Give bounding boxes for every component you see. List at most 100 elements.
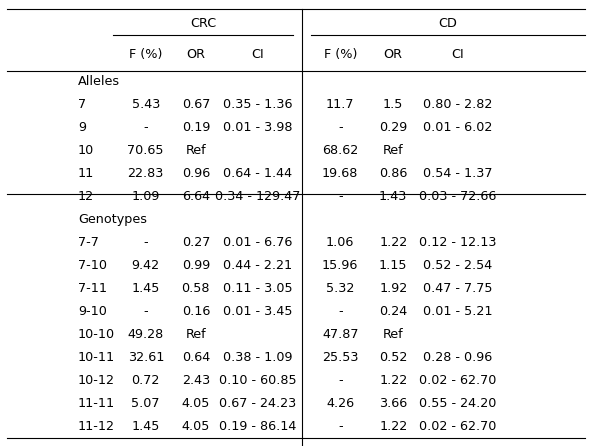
Text: 2.43: 2.43 bbox=[182, 374, 210, 387]
Text: 0.55 - 24.20: 0.55 - 24.20 bbox=[419, 397, 497, 410]
Text: 0.58: 0.58 bbox=[182, 282, 210, 295]
Text: 0.02 - 62.70: 0.02 - 62.70 bbox=[419, 374, 497, 387]
Text: 47.87: 47.87 bbox=[322, 328, 358, 341]
Text: 6.64: 6.64 bbox=[182, 190, 210, 203]
Text: 49.28: 49.28 bbox=[128, 328, 164, 341]
Text: 0.38 - 1.09: 0.38 - 1.09 bbox=[223, 351, 292, 364]
Text: 0.86: 0.86 bbox=[379, 167, 407, 180]
Text: 11.7: 11.7 bbox=[326, 98, 355, 111]
Text: 11-11: 11-11 bbox=[78, 397, 115, 410]
Text: 15.96: 15.96 bbox=[322, 259, 358, 272]
Text: 0.52 - 2.54: 0.52 - 2.54 bbox=[423, 259, 493, 272]
Text: Ref: Ref bbox=[383, 144, 404, 157]
Text: 0.19 - 86.14: 0.19 - 86.14 bbox=[219, 420, 297, 433]
Text: 19.68: 19.68 bbox=[322, 167, 358, 180]
Text: Alleles: Alleles bbox=[78, 74, 120, 87]
Text: CRC: CRC bbox=[190, 17, 216, 30]
Text: 4.05: 4.05 bbox=[182, 420, 210, 433]
Text: 1.09: 1.09 bbox=[131, 190, 160, 203]
Text: 5.32: 5.32 bbox=[326, 282, 355, 295]
Text: OR: OR bbox=[186, 48, 205, 61]
Text: 7: 7 bbox=[78, 98, 86, 111]
Text: 0.52: 0.52 bbox=[379, 351, 407, 364]
Text: 70.65: 70.65 bbox=[127, 144, 164, 157]
Text: -: - bbox=[338, 305, 343, 318]
Text: 0.16: 0.16 bbox=[182, 305, 210, 318]
Text: 0.99: 0.99 bbox=[182, 259, 210, 272]
Text: 0.11 - 3.05: 0.11 - 3.05 bbox=[223, 282, 292, 295]
Text: 0.35 - 1.36: 0.35 - 1.36 bbox=[223, 98, 292, 111]
Text: 10-10: 10-10 bbox=[78, 328, 115, 341]
Text: CD: CD bbox=[438, 17, 457, 30]
Text: Genotypes: Genotypes bbox=[78, 213, 147, 226]
Text: 3.66: 3.66 bbox=[379, 397, 407, 410]
Text: 5.07: 5.07 bbox=[131, 397, 160, 410]
Text: 1.15: 1.15 bbox=[379, 259, 407, 272]
Text: 7-10: 7-10 bbox=[78, 259, 107, 272]
Text: F (%): F (%) bbox=[323, 48, 357, 61]
Text: 9.42: 9.42 bbox=[131, 259, 160, 272]
Text: 0.01 - 5.21: 0.01 - 5.21 bbox=[423, 305, 493, 318]
Text: 5.43: 5.43 bbox=[131, 98, 160, 111]
Text: Ref: Ref bbox=[383, 328, 404, 341]
Text: 4.05: 4.05 bbox=[182, 397, 210, 410]
Text: 0.47 - 7.75: 0.47 - 7.75 bbox=[423, 282, 493, 295]
Text: 0.19: 0.19 bbox=[182, 120, 210, 134]
Text: 0.01 - 3.45: 0.01 - 3.45 bbox=[223, 305, 292, 318]
Text: -: - bbox=[338, 190, 343, 203]
Text: 32.61: 32.61 bbox=[127, 351, 164, 364]
Text: 0.64 - 1.44: 0.64 - 1.44 bbox=[223, 167, 292, 180]
Text: -: - bbox=[143, 305, 148, 318]
Text: 0.72: 0.72 bbox=[131, 374, 160, 387]
Text: F (%): F (%) bbox=[129, 48, 162, 61]
Text: 22.83: 22.83 bbox=[127, 167, 164, 180]
Text: 68.62: 68.62 bbox=[322, 144, 358, 157]
Text: 1.22: 1.22 bbox=[379, 236, 407, 249]
Text: 0.44 - 2.21: 0.44 - 2.21 bbox=[223, 259, 292, 272]
Text: 10-11: 10-11 bbox=[78, 351, 115, 364]
Text: 0.12 - 12.13: 0.12 - 12.13 bbox=[419, 236, 497, 249]
Text: 0.64: 0.64 bbox=[182, 351, 210, 364]
Text: 0.67 - 24.23: 0.67 - 24.23 bbox=[219, 397, 297, 410]
Text: -: - bbox=[338, 420, 343, 433]
Text: -: - bbox=[143, 236, 148, 249]
Text: 1.45: 1.45 bbox=[131, 420, 160, 433]
Text: -: - bbox=[338, 374, 343, 387]
Text: 0.29: 0.29 bbox=[379, 120, 407, 134]
Text: 11-12: 11-12 bbox=[78, 420, 115, 433]
Text: -: - bbox=[338, 120, 343, 134]
Text: 9: 9 bbox=[78, 120, 86, 134]
Text: 4.26: 4.26 bbox=[326, 397, 354, 410]
Text: 1.45: 1.45 bbox=[131, 282, 160, 295]
Text: 0.96: 0.96 bbox=[182, 167, 210, 180]
Text: 0.34 - 129.47: 0.34 - 129.47 bbox=[215, 190, 300, 203]
Text: -: - bbox=[143, 120, 148, 134]
Text: 10-12: 10-12 bbox=[78, 374, 115, 387]
Text: 0.27: 0.27 bbox=[182, 236, 210, 249]
Text: Ref: Ref bbox=[185, 144, 206, 157]
Text: 0.01 - 6.76: 0.01 - 6.76 bbox=[223, 236, 292, 249]
Text: 0.10 - 60.85: 0.10 - 60.85 bbox=[219, 374, 297, 387]
Text: 0.03 - 72.66: 0.03 - 72.66 bbox=[419, 190, 497, 203]
Text: 1.5: 1.5 bbox=[383, 98, 403, 111]
Text: CI: CI bbox=[252, 48, 264, 61]
Text: 1.06: 1.06 bbox=[326, 236, 355, 249]
Text: 7-11: 7-11 bbox=[78, 282, 107, 295]
Text: 0.24: 0.24 bbox=[379, 305, 407, 318]
Text: Ref: Ref bbox=[185, 328, 206, 341]
Text: 0.02 - 62.70: 0.02 - 62.70 bbox=[419, 420, 497, 433]
Text: 7-7: 7-7 bbox=[78, 236, 99, 249]
Text: 1.22: 1.22 bbox=[379, 374, 407, 387]
Text: 0.67: 0.67 bbox=[182, 98, 210, 111]
Text: 9-10: 9-10 bbox=[78, 305, 107, 318]
Text: 1.22: 1.22 bbox=[379, 420, 407, 433]
Text: 1.43: 1.43 bbox=[379, 190, 407, 203]
Text: 0.01 - 3.98: 0.01 - 3.98 bbox=[223, 120, 292, 134]
Text: 0.01 - 6.02: 0.01 - 6.02 bbox=[423, 120, 493, 134]
Text: OR: OR bbox=[384, 48, 403, 61]
Text: CI: CI bbox=[452, 48, 464, 61]
Text: 0.80 - 2.82: 0.80 - 2.82 bbox=[423, 98, 493, 111]
Text: 1.92: 1.92 bbox=[379, 282, 407, 295]
Text: 12: 12 bbox=[78, 190, 94, 203]
Text: 11: 11 bbox=[78, 167, 94, 180]
